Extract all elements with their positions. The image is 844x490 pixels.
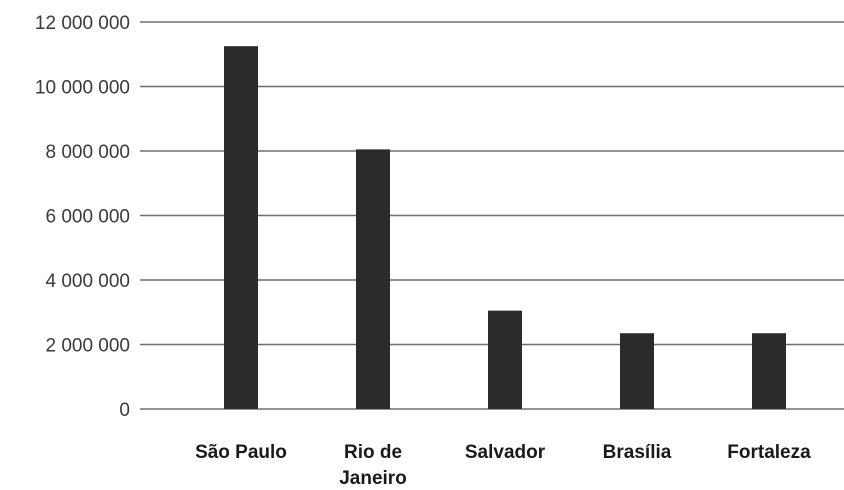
bar — [752, 333, 786, 409]
x-category-label-line: Salvador — [465, 442, 546, 463]
bar — [356, 149, 390, 409]
bar — [224, 46, 258, 409]
x-category-label-line: São Paulo — [195, 442, 287, 463]
bar — [488, 310, 522, 409]
x-category-label-line: Brasília — [603, 442, 672, 463]
y-tick-label: 6 000 000 — [45, 207, 130, 228]
x-category-label: Salvador — [465, 442, 546, 463]
x-category-label-line: Fortaleza — [727, 442, 811, 463]
y-tick-label: 4 000 000 — [45, 271, 130, 292]
bars — [224, 46, 786, 409]
y-axis-tick-labels: 0 2 000 000 4 000 000 6 000 000 8 000 000 10 … — [35, 13, 130, 421]
bar — [620, 333, 654, 409]
x-category-label: Fortaleza — [727, 442, 811, 463]
y-tick-label: 0 — [119, 400, 130, 421]
y-tick-label: 12 000 000 — [35, 13, 130, 34]
x-category-label-line: Janeiro — [339, 468, 407, 489]
y-tick-label: 8 000 000 — [45, 142, 130, 163]
y-tick-label: 10 000 000 — [35, 78, 130, 99]
x-category-label-line: Rio de — [344, 442, 402, 463]
x-category-label: São Paulo — [195, 442, 287, 463]
y-tick-label: 2 000 000 — [45, 336, 130, 357]
x-category-label: Rio de Janeiro — [339, 442, 407, 489]
x-category-label: Brasília — [603, 442, 672, 463]
x-axis-category-labels: São Paulo Rio de Janeiro Salvador Brasília Fo… — [195, 442, 811, 489]
